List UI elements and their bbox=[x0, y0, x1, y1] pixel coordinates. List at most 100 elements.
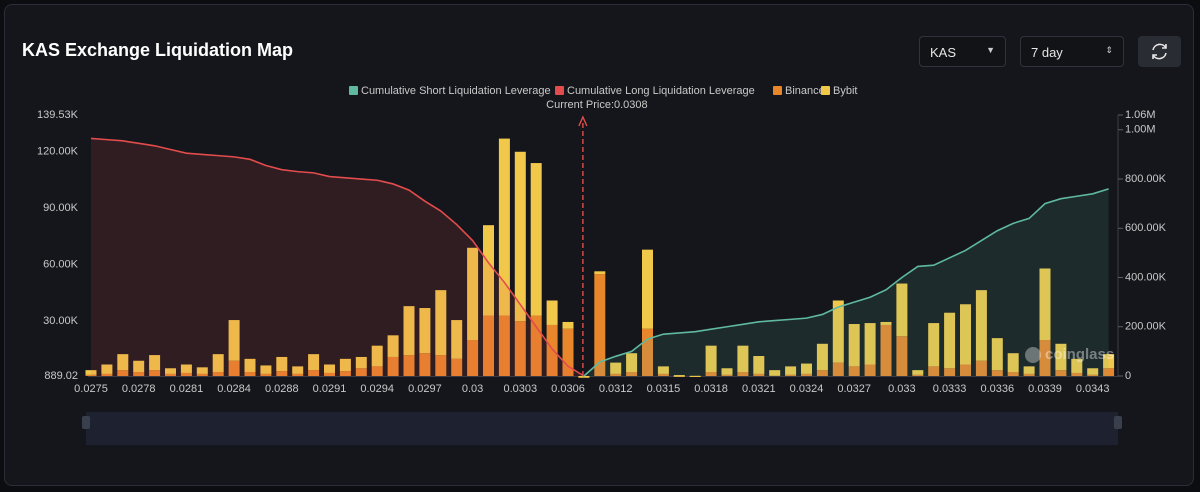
x-tick-label: 0.0315 bbox=[647, 383, 681, 395]
bar bbox=[117, 370, 129, 376]
legend-marker bbox=[349, 86, 358, 95]
bar bbox=[657, 373, 669, 376]
bar bbox=[149, 370, 161, 376]
bar bbox=[1055, 370, 1067, 376]
bar bbox=[403, 355, 415, 376]
bar bbox=[387, 335, 399, 357]
bar bbox=[880, 324, 892, 376]
y2-tick-label: 1.06M bbox=[1125, 109, 1156, 121]
x-tick-label: 0.0343 bbox=[1076, 383, 1110, 395]
y2-tick-label: 0 bbox=[1125, 370, 1131, 382]
bar bbox=[705, 345, 717, 373]
y2-tick-label: 400.00K bbox=[1125, 271, 1167, 283]
bar bbox=[196, 373, 208, 376]
x-tick-label: 0.0281 bbox=[170, 383, 204, 395]
bar bbox=[212, 372, 224, 376]
bar bbox=[626, 372, 638, 376]
bar bbox=[721, 374, 733, 376]
bar bbox=[419, 308, 431, 354]
bar bbox=[848, 324, 860, 367]
y2-tick-label: 800.00K bbox=[1125, 173, 1167, 185]
legend-marker bbox=[821, 86, 830, 95]
bar bbox=[165, 373, 176, 376]
bar bbox=[276, 371, 288, 376]
range-select[interactable]: 7 day ⇕ bbox=[1020, 36, 1124, 67]
bar bbox=[339, 358, 351, 372]
x-tick-label: 0.0275 bbox=[74, 383, 108, 395]
x-tick-label: 0.033 bbox=[888, 383, 916, 395]
refresh-icon bbox=[1152, 43, 1167, 60]
bar bbox=[578, 376, 590, 378]
bar bbox=[451, 320, 463, 359]
bar bbox=[530, 315, 542, 376]
bar bbox=[355, 356, 367, 369]
bar bbox=[1087, 374, 1099, 376]
bar bbox=[594, 274, 606, 376]
bar bbox=[1103, 368, 1115, 376]
bar bbox=[562, 328, 574, 376]
bar bbox=[101, 373, 113, 376]
bar bbox=[880, 321, 892, 325]
bar bbox=[1087, 368, 1099, 375]
bar bbox=[864, 364, 876, 376]
coin-select[interactable]: KAS ▼ bbox=[919, 36, 1006, 67]
bar bbox=[292, 366, 304, 374]
bar bbox=[1071, 358, 1083, 373]
bar bbox=[467, 340, 479, 376]
bar bbox=[737, 345, 749, 373]
y2-tick-label: 200.00K bbox=[1125, 321, 1167, 333]
bar bbox=[498, 315, 510, 376]
bar bbox=[1007, 372, 1019, 376]
current-price-label: Current Price:0.0308 bbox=[546, 99, 648, 111]
x-tick-label: 0.0324 bbox=[790, 383, 824, 395]
scroll-handle[interactable] bbox=[1114, 416, 1122, 429]
bar bbox=[117, 354, 129, 371]
legend-label: Bybit bbox=[833, 85, 857, 97]
line bbox=[90, 137, 585, 377]
scroll-handle[interactable] bbox=[82, 416, 90, 429]
x-tick-label: 0.03 bbox=[462, 383, 483, 395]
y-tick-label: 139.53K bbox=[37, 109, 79, 121]
bar bbox=[133, 372, 145, 376]
bar bbox=[991, 370, 1003, 376]
y-tick-label: 30.00K bbox=[43, 315, 79, 327]
bar bbox=[562, 321, 574, 329]
bar bbox=[785, 374, 797, 376]
y2-tick-label: 1.00M bbox=[1125, 124, 1156, 136]
bar bbox=[753, 356, 765, 374]
bar bbox=[546, 324, 558, 376]
bar bbox=[419, 353, 431, 376]
watermark: coinglass bbox=[1045, 346, 1114, 363]
legend-marker bbox=[555, 86, 564, 95]
dropdown-arrow: ▼ bbox=[986, 45, 995, 55]
bar bbox=[1039, 268, 1051, 341]
legend-label: Cumulative Long Liquidation Leverage bbox=[567, 85, 755, 97]
bar bbox=[308, 370, 320, 376]
bar bbox=[1007, 353, 1019, 373]
bar bbox=[610, 362, 622, 374]
x-tick-label: 0.0321 bbox=[742, 383, 776, 395]
bar bbox=[785, 366, 797, 375]
coin-value: KAS bbox=[930, 45, 957, 60]
bar bbox=[546, 300, 558, 325]
bar bbox=[85, 370, 97, 375]
bar bbox=[355, 368, 367, 376]
bar bbox=[498, 138, 510, 316]
y-tick-label: 120.00K bbox=[37, 146, 79, 158]
refresh-button[interactable] bbox=[1138, 36, 1181, 67]
bar bbox=[864, 323, 876, 365]
line-area bbox=[91, 138, 584, 376]
dropdown-arrow: ⇕ bbox=[1105, 45, 1113, 55]
bar bbox=[467, 247, 479, 341]
bar bbox=[371, 345, 383, 367]
x-tick-label: 0.0291 bbox=[313, 383, 347, 395]
bar bbox=[673, 375, 685, 377]
scrollbar-track[interactable] bbox=[86, 412, 1118, 445]
bar bbox=[721, 368, 733, 375]
bar bbox=[483, 315, 494, 376]
bar bbox=[165, 368, 176, 374]
bar bbox=[912, 370, 924, 375]
x-tick-label: 0.0288 bbox=[265, 383, 299, 395]
bar bbox=[642, 249, 653, 329]
